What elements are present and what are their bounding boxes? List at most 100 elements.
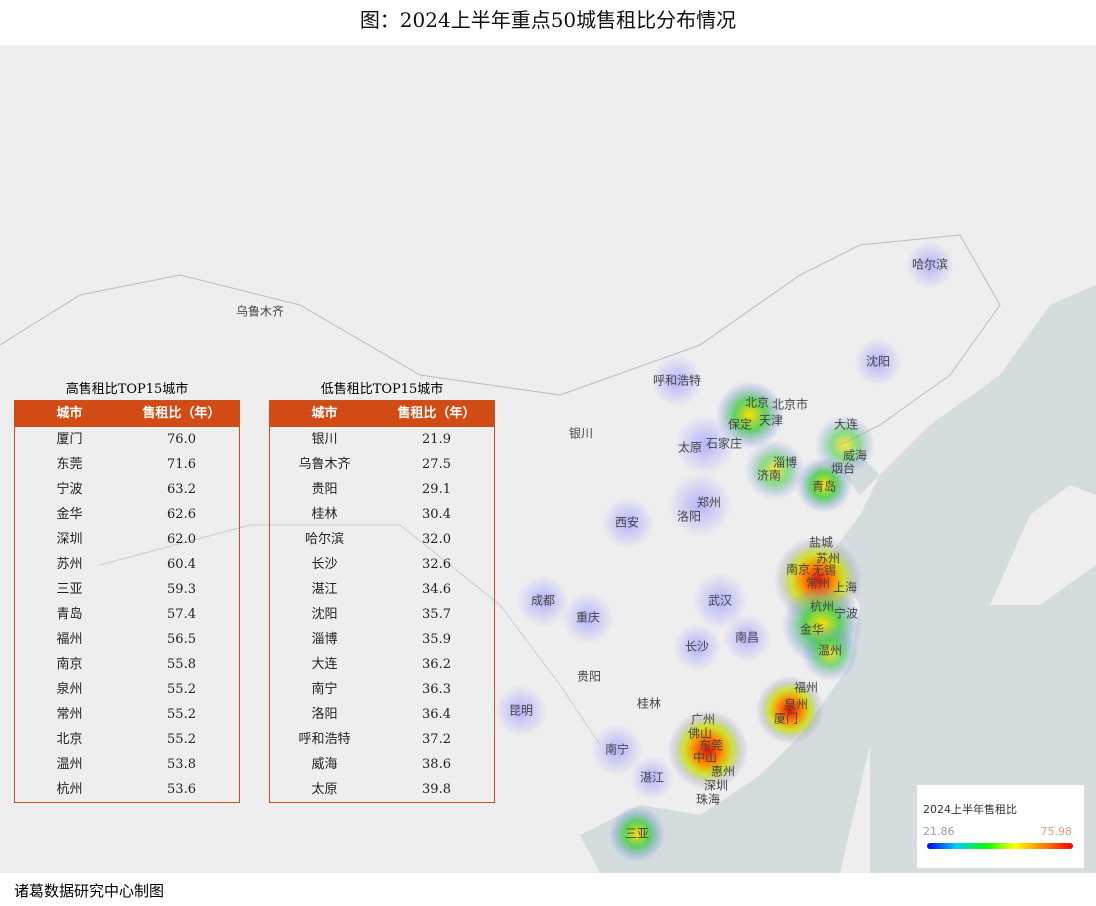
row: 温州 53.8 — [15, 752, 239, 777]
city-label: 郑州 — [697, 495, 721, 510]
cell: 21.9 — [422, 432, 451, 447]
row: 桂林 30.4 — [270, 502, 494, 527]
cell: 长沙 — [311, 557, 338, 572]
city-label: 青岛 — [812, 479, 836, 494]
city-label: 上海 — [833, 580, 857, 595]
city-label: 威海 — [843, 448, 867, 463]
heat-layer — [495, 241, 954, 862]
cell: 福州 — [56, 632, 83, 647]
row: 福州 56.5 — [15, 627, 239, 652]
row: 杭州 53.6 — [15, 777, 239, 802]
legend: 2024上半年售租比 21.86 75.98 — [916, 784, 1085, 869]
cell: 37.2 — [422, 732, 451, 747]
cell: 55.2 — [167, 707, 196, 722]
city-label: 北京市 — [772, 397, 808, 412]
source: 诸葛数据研究中心制图 — [14, 882, 165, 900]
row: 北京 55.2 — [15, 727, 239, 752]
cell: 厦门 — [56, 432, 83, 447]
header-row: 城市 售租比（年） — [15, 401, 239, 427]
row: 三亚 59.3 — [15, 577, 239, 602]
city-label: 济南 — [757, 468, 781, 483]
legend-min: 21.86 — [923, 825, 955, 838]
row: 湛江 34.6 — [270, 577, 494, 602]
cell: 威海 — [311, 757, 338, 772]
cell: 30.4 — [422, 507, 451, 522]
cell: 东莞 — [56, 457, 83, 472]
row: 金华 62.6 — [15, 502, 239, 527]
header-cell: 售租比（年） — [397, 406, 476, 421]
city-label: 佛山 — [688, 727, 712, 741]
cell: 乌鲁木齐 — [298, 457, 351, 472]
cell: 53.8 — [167, 757, 196, 772]
city-label: 沈阳 — [866, 354, 890, 369]
cell: 大连 — [311, 657, 338, 672]
row: 银川 21.9 — [270, 427, 494, 452]
cell: 57.4 — [167, 607, 196, 622]
cell: 62.6 — [167, 507, 196, 522]
table: 低售租比TOP15城市 城市 售租比（年） 银川 21.9 乌鲁木齐 27.5 贵阳 29.1 桂… — [269, 380, 495, 803]
cell: 29.1 — [422, 482, 451, 497]
cell: 39.8 — [422, 782, 451, 797]
cell: 泉州 — [56, 682, 83, 697]
city-label: 银川 — [569, 427, 593, 441]
city-label: 石家庄 — [706, 436, 742, 451]
cell: 55.2 — [167, 732, 196, 747]
cell: 南宁 — [311, 682, 338, 697]
cell: 南京 — [56, 657, 83, 672]
row: 苏州 60.4 — [15, 552, 239, 577]
city-label: 烟台 — [831, 461, 855, 476]
cell: 36.4 — [422, 707, 451, 722]
city-label: 南宁 — [605, 742, 629, 757]
row: 洛阳 36.4 — [270, 702, 494, 727]
cell: 56.5 — [167, 632, 196, 647]
cell: 太原 — [311, 782, 338, 797]
city-label: 常州 — [806, 577, 830, 591]
cell: 桂林 — [311, 507, 338, 522]
row: 沈阳 35.7 — [270, 602, 494, 627]
cell: 金华 — [56, 507, 83, 522]
header-row: 城市 售租比（年） — [270, 401, 494, 427]
city-label: 成都 — [531, 594, 555, 608]
city-label: 东莞 — [699, 739, 723, 753]
cell: 36.2 — [422, 657, 451, 672]
city-label: 保定 — [728, 417, 752, 432]
row: 宁波 63.2 — [15, 477, 239, 502]
header-cell: 售租比（年） — [142, 406, 221, 421]
cell: 深圳 — [56, 532, 83, 547]
city-label: 桂林 — [637, 696, 661, 711]
cell: 三亚 — [56, 582, 83, 597]
cell: 34.6 — [422, 582, 451, 597]
city-label: 珠海 — [696, 792, 720, 807]
legend-title: 2024上半年售租比 — [923, 803, 1017, 816]
cell: 杭州 — [56, 782, 83, 797]
cell: 苏州 — [56, 557, 83, 572]
table-title: 低售租比TOP15城市 — [320, 382, 444, 397]
city-label: 苏州 — [816, 552, 840, 566]
city-label: 天津 — [759, 414, 783, 428]
legend-max: 75.98 — [1040, 825, 1073, 838]
cell: 青岛 — [56, 607, 83, 622]
legend-scale — [927, 843, 1073, 849]
city-label: 广州 — [691, 713, 715, 727]
cell: 76.0 — [167, 432, 196, 447]
row: 乌鲁木齐 27.5 — [270, 452, 494, 477]
cell: 27.5 — [422, 457, 451, 472]
header-cell: 城市 — [56, 406, 83, 421]
city-label: 西安 — [615, 515, 639, 530]
city-label: 武汉 — [708, 594, 732, 608]
row: 东莞 71.6 — [15, 452, 239, 477]
city-label: 贵阳 — [577, 670, 601, 684]
city-label: 呼和浩特 — [653, 373, 701, 388]
cell: 哈尔滨 — [305, 532, 345, 547]
city-label: 淄博 — [773, 455, 797, 470]
city-label: 盐城 — [809, 536, 833, 550]
row: 南京 55.8 — [15, 652, 239, 677]
row: 常州 55.2 — [15, 702, 239, 727]
city-label: 金华 — [800, 622, 824, 637]
city-label: 北京 — [745, 396, 769, 410]
row: 厦门 76.0 — [15, 427, 239, 452]
city-label: 中山 — [693, 750, 717, 765]
cell: 沈阳 — [311, 607, 338, 622]
cell: 60.4 — [167, 557, 196, 572]
table-title: 高售租比TOP15城市 — [65, 382, 189, 397]
